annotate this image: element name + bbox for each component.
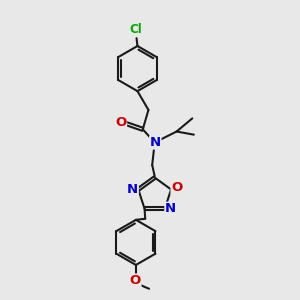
Text: N: N xyxy=(127,183,138,196)
Text: O: O xyxy=(130,274,141,287)
Text: N: N xyxy=(165,202,176,215)
Text: N: N xyxy=(150,136,161,149)
Text: O: O xyxy=(171,182,182,194)
Text: Cl: Cl xyxy=(130,23,142,36)
Text: O: O xyxy=(115,116,127,129)
